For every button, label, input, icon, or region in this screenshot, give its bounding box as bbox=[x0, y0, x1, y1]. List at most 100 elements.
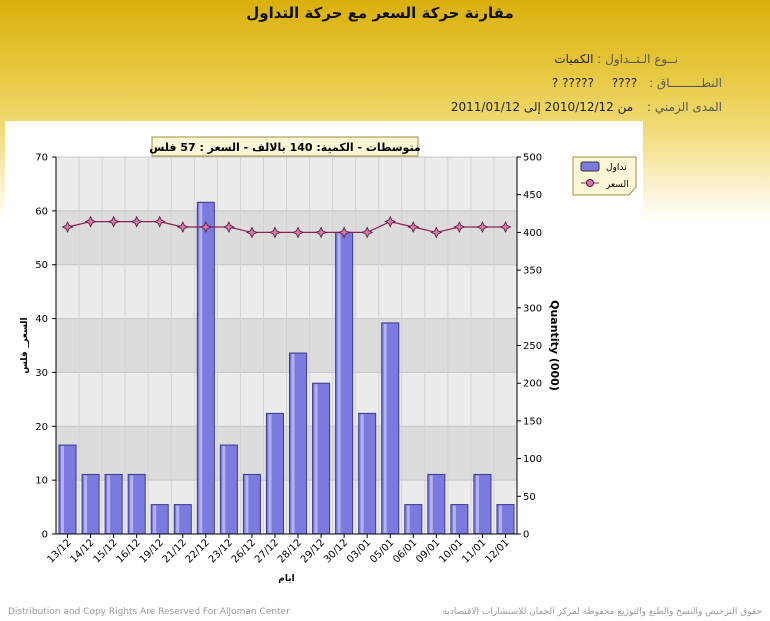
volume-bar-highlight bbox=[199, 203, 203, 534]
price-point bbox=[269, 226, 281, 239]
volume-bar-highlight bbox=[245, 475, 249, 533]
x-tick-label: 15/12 bbox=[92, 537, 120, 565]
price-point bbox=[315, 226, 328, 239]
scope-label: النطـــــــــاق : bbox=[649, 76, 722, 90]
price-point bbox=[222, 221, 235, 233]
scope-value-1: ???? bbox=[611, 76, 638, 90]
left-tick-label: 40 bbox=[35, 314, 48, 325]
price-point bbox=[176, 221, 189, 233]
period-value: من 2010/12/12 إلى 2011/01/12 bbox=[450, 100, 634, 114]
volume-bar-highlight bbox=[176, 505, 180, 533]
price-point bbox=[153, 215, 166, 228]
x-tick-label: 22/12 bbox=[184, 537, 212, 565]
right-tick-label: 100 bbox=[523, 454, 542, 465]
x-tick-label: 12/01 bbox=[483, 537, 511, 565]
trade-type-label: نــوع الـتــداول : bbox=[597, 52, 678, 66]
price-point bbox=[361, 226, 374, 239]
x-tick-label: 10/01 bbox=[437, 537, 465, 565]
price-point bbox=[499, 221, 512, 233]
x-tick-label: 09/01 bbox=[414, 537, 442, 565]
right-tick-label: 500 bbox=[523, 153, 542, 164]
left-tick-label: 50 bbox=[35, 260, 48, 271]
footer-copyright-ar: حقوق الترخيص والنسخ والطبع والتوزيع محفو… bbox=[442, 607, 762, 617]
volume-bar-highlight bbox=[383, 323, 387, 533]
page-title: مقارنة حركة السعر مع حركة التداول bbox=[246, 4, 514, 22]
volume-bar-highlight bbox=[498, 505, 502, 533]
x-tick-label: 05/01 bbox=[368, 537, 396, 565]
x-tick-label: 26/12 bbox=[230, 537, 258, 565]
x-tick-label: 29/12 bbox=[299, 537, 327, 565]
x-tick-label: 28/12 bbox=[276, 537, 304, 565]
x-tick-label: 03/01 bbox=[345, 537, 373, 565]
legend-volume-swatch bbox=[580, 161, 600, 172]
price-point bbox=[61, 221, 74, 233]
volume-bar-highlight bbox=[406, 505, 410, 533]
volume-bar-highlight bbox=[452, 505, 456, 533]
price-point bbox=[338, 226, 351, 239]
x-tick-label: 19/12 bbox=[138, 537, 166, 565]
price-line bbox=[61, 215, 512, 239]
x-tick-label: 06/01 bbox=[391, 537, 419, 565]
x-tick-label: 13/12 bbox=[45, 537, 73, 565]
right-tick-label: 150 bbox=[523, 416, 542, 427]
price-point bbox=[292, 226, 304, 239]
x-tick-label: 30/12 bbox=[322, 537, 350, 565]
right-tick-label: 450 bbox=[523, 190, 542, 201]
price-point bbox=[107, 215, 120, 228]
averages-note-box bbox=[151, 136, 419, 157]
right-tick-label: 250 bbox=[523, 341, 542, 352]
volume-bar-highlight bbox=[291, 354, 295, 533]
x-tick-label: 14/12 bbox=[69, 537, 97, 565]
chart-grid bbox=[55, 156, 518, 535]
volume-bar-highlight bbox=[314, 384, 318, 533]
x-tick-label: 16/12 bbox=[115, 537, 143, 565]
price-point bbox=[384, 215, 397, 228]
trade-type-row: نــوع الـتــداول : الكميات bbox=[554, 52, 678, 66]
volume-bar-highlight bbox=[107, 475, 111, 533]
price-point bbox=[430, 226, 443, 239]
volume-bar-highlight bbox=[475, 475, 479, 533]
left-tick-label: 0 bbox=[42, 530, 48, 541]
legend-volume-label: تداول bbox=[606, 163, 627, 173]
scope-row: النطـــــــــاق : ???? ????? ? bbox=[552, 76, 722, 90]
left-axis-title: السعر_ فلس bbox=[20, 317, 30, 373]
volume-bar-highlight bbox=[61, 446, 64, 533]
averages-note: متوسطات - الكمية: 140 بالالف - السعر : 5… bbox=[149, 136, 421, 157]
averages-note-text: متوسطات - الكمية: 140 بالالف - السعر : 5… bbox=[149, 141, 421, 154]
x-tick-label: 21/12 bbox=[161, 537, 189, 565]
legend-price-marker bbox=[586, 179, 594, 187]
x-axis-title: ايام bbox=[278, 574, 294, 584]
price-point bbox=[245, 226, 258, 239]
chart-legend: تداول السعر bbox=[572, 156, 637, 196]
right-tick-label: 200 bbox=[523, 379, 542, 390]
price-point bbox=[84, 215, 97, 228]
footer-copyright-en: Distribution and Copy Rights Are Reserve… bbox=[8, 607, 290, 617]
volume-bar-highlight bbox=[429, 475, 433, 533]
x-tick-label: 11/01 bbox=[460, 537, 488, 565]
volume-bar-highlight bbox=[84, 475, 88, 533]
right-tick-label: 300 bbox=[523, 303, 542, 314]
left-tick-label: 60 bbox=[35, 206, 48, 217]
right-tick-label: 0 bbox=[523, 530, 529, 541]
left-tick-label: 10 bbox=[35, 476, 48, 487]
right-tick-label: 50 bbox=[523, 492, 536, 503]
price-point bbox=[476, 221, 489, 233]
volume-bars bbox=[58, 201, 515, 535]
right-tick-label: 350 bbox=[523, 266, 542, 277]
x-tick-label: 27/12 bbox=[253, 537, 281, 565]
price-point bbox=[407, 221, 420, 233]
price-point bbox=[453, 221, 466, 233]
period-label: المدى الزمني : bbox=[647, 100, 722, 114]
volume-bar-highlight bbox=[153, 505, 157, 533]
volume-bar-highlight bbox=[130, 475, 134, 533]
price-point bbox=[130, 215, 143, 228]
volume-bar-highlight bbox=[268, 414, 272, 533]
scope-value-2: ????? ? bbox=[551, 76, 594, 90]
price-volume-chart: 0 10 20 30 40 50 60 70 0 50 100 150 200 250 300 350 400 4… bbox=[20, 136, 637, 584]
right-axis-title: Quantity (000) bbox=[548, 300, 561, 391]
volume-bar-highlight bbox=[337, 233, 341, 533]
x-tick-label: 23/12 bbox=[207, 537, 235, 565]
left-tick-label: 70 bbox=[35, 153, 48, 164]
period-row: المدى الزمني : من 2010/12/12 إلى 2011/01… bbox=[451, 100, 722, 114]
left-tick-label: 30 bbox=[35, 368, 48, 379]
